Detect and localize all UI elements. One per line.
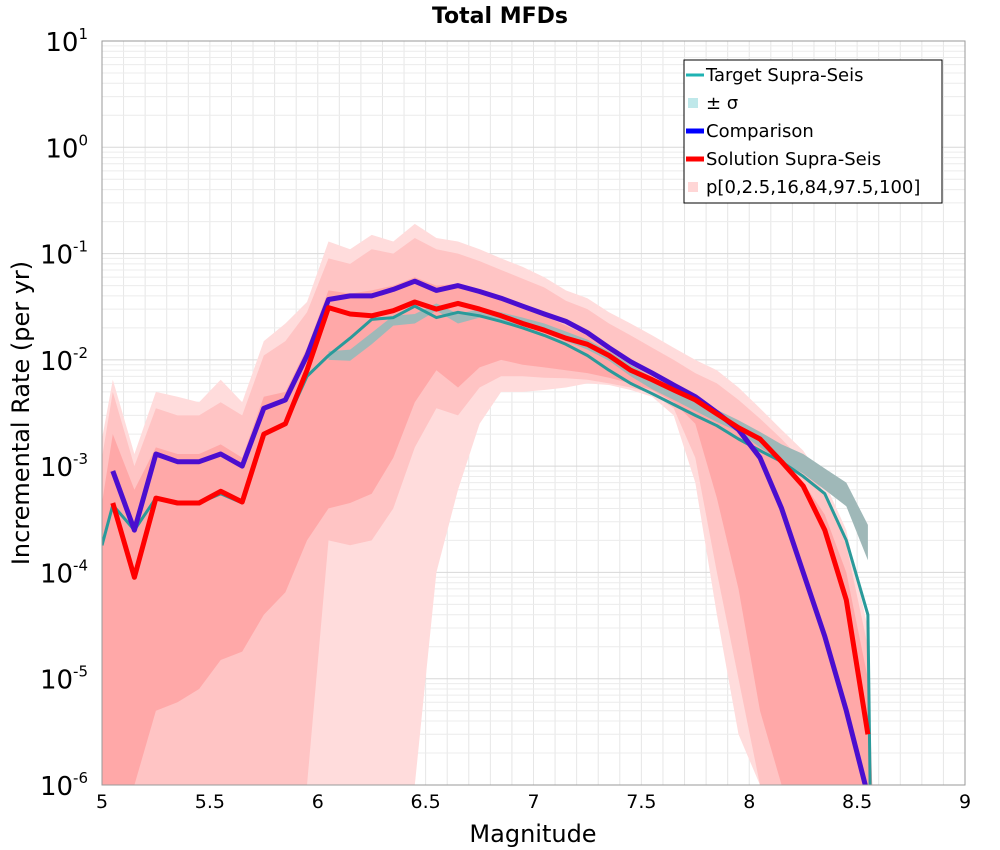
legend-label: p[0,2.5,16,84,97.5,100]	[706, 177, 920, 198]
y-tick-exponent: -6	[73, 769, 88, 787]
chart-title: Total MFDs	[432, 4, 568, 29]
y-tick-base: 10	[40, 559, 73, 589]
y-tick-exponent: -2	[73, 344, 88, 362]
x-tick-label: 7.5	[626, 791, 656, 813]
y-tick-exponent: 0	[78, 131, 88, 149]
legend-label: Target Supra-Seis	[705, 65, 863, 86]
y-tick-label: 100	[45, 131, 88, 164]
legend-label: Solution Supra-Seis	[706, 149, 881, 170]
x-tick-labels: 5 5.5 6 6.5 7 7.5 8 8.5 9	[96, 791, 971, 813]
x-tick-label: 8	[743, 791, 755, 813]
legend-swatch	[688, 98, 698, 108]
legend-box	[683, 59, 943, 204]
legend-swatch	[688, 182, 698, 192]
x-axis-label: Magnitude	[469, 820, 596, 848]
y-tick-base: 10	[45, 28, 78, 58]
y-tick-label: 10-6	[40, 769, 88, 802]
y-tick-base: 10	[40, 666, 73, 696]
y-tick-base: 10	[40, 453, 73, 483]
x-tick-label: 8.5	[842, 791, 872, 813]
x-tick-label: 9	[959, 791, 971, 813]
x-tick-label: 7	[527, 791, 539, 813]
y-tick-base: 10	[40, 241, 73, 271]
y-tick-label: 10-5	[40, 663, 88, 696]
x-tick-label: 6.5	[411, 791, 441, 813]
band--	[328, 303, 868, 561]
y-tick-exponent: 1	[78, 25, 88, 43]
legend-label: ± σ	[706, 93, 738, 114]
y-tick-label: 10-3	[40, 450, 88, 483]
y-tick-base: 10	[40, 772, 73, 802]
series-lines	[102, 278, 872, 785]
y-tick-base: 10	[45, 134, 78, 164]
y-axis-label: Incremental Rate (per yr)	[7, 261, 35, 565]
y-tick-label: 10-2	[40, 344, 88, 377]
plot-frame	[101, 40, 966, 786]
x-tick-label: 6	[312, 791, 324, 813]
series-line-comparison	[110, 278, 868, 785]
y-tick-label: 10-4	[40, 556, 88, 589]
y-tick-label: 101	[45, 25, 88, 58]
y-tick-exponent: -5	[73, 663, 88, 681]
y-tick-exponent: -1	[73, 238, 88, 256]
legend-label: Comparison	[706, 121, 814, 142]
y-tick-base: 10	[40, 347, 73, 377]
y-tick-exponent: -3	[73, 450, 88, 468]
x-tick-label: 5	[96, 791, 108, 813]
series-line-solution-supra-seis	[110, 299, 871, 735]
y-tick-label: 10-1	[40, 238, 88, 271]
y-tick-exponent: -4	[73, 556, 88, 574]
legend: Target Supra-Seis ± σ Comparison Solution S…	[683, 59, 943, 204]
x-tick-label: 5.5	[195, 791, 225, 813]
